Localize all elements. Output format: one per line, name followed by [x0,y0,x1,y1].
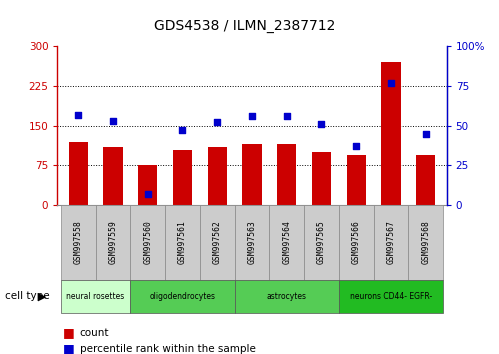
Point [422,131,430,136]
Bar [312,152,331,205]
Text: neural rosettes: neural rosettes [66,292,125,301]
Bar [208,147,227,205]
Bar [165,205,200,280]
Point [74,112,82,117]
Text: GSM997566: GSM997566 [352,221,361,264]
Text: cell type: cell type [5,291,49,302]
Bar [173,149,192,205]
Bar [347,155,366,205]
Text: GSM997559: GSM997559 [108,221,117,264]
Bar [235,205,269,280]
Text: GSM997568: GSM997568 [421,221,430,264]
Point [179,127,187,133]
Bar [200,205,235,280]
Text: percentile rank within the sample: percentile rank within the sample [80,344,255,354]
Bar [130,205,165,280]
Text: GSM997565: GSM997565 [317,221,326,264]
Text: GSM997562: GSM997562 [213,221,222,264]
Point [317,121,325,127]
Bar [69,142,88,205]
Bar [374,205,408,280]
Bar [304,205,339,280]
Bar [130,280,235,313]
Bar [408,205,443,280]
Bar [61,280,130,313]
Bar [96,205,130,280]
Text: ■: ■ [62,326,74,339]
Text: GSM997567: GSM997567 [387,221,396,264]
Point [248,113,256,119]
Bar [235,280,339,313]
Text: GSM997558: GSM997558 [74,221,83,264]
Bar [339,280,443,313]
Bar [243,144,261,205]
Bar [138,166,157,205]
Bar [277,144,296,205]
Bar [269,205,304,280]
Text: GSM997564: GSM997564 [282,221,291,264]
Text: ▶: ▶ [38,291,46,302]
Text: ■: ■ [62,342,74,354]
Bar [381,62,401,205]
Point [109,118,117,124]
Text: oligodendrocytes: oligodendrocytes [150,292,216,301]
Text: GSM997563: GSM997563 [248,221,256,264]
Point [213,120,221,125]
Text: count: count [80,328,109,338]
Bar [339,205,374,280]
Bar [103,147,123,205]
Bar [61,205,96,280]
Point [352,144,360,149]
Text: GDS4538 / ILMN_2387712: GDS4538 / ILMN_2387712 [154,19,335,34]
Text: astrocytes: astrocytes [267,292,307,301]
Point [144,191,152,197]
Point [387,80,395,85]
Point [283,113,291,119]
Text: neurons CD44- EGFR-: neurons CD44- EGFR- [350,292,432,301]
Text: GSM997560: GSM997560 [143,221,152,264]
Text: GSM997561: GSM997561 [178,221,187,264]
Bar [416,155,435,205]
